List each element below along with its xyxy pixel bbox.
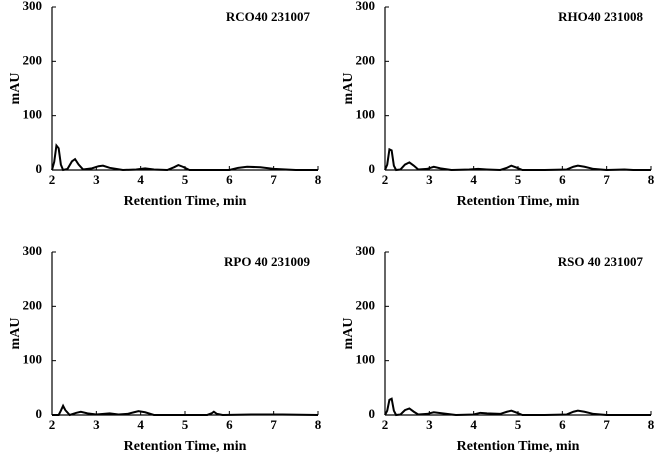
trace	[52, 403, 319, 417]
x-tick-label: 8	[315, 172, 322, 187]
x-tick-label: 4	[470, 172, 477, 187]
x-tick-label: 8	[648, 417, 655, 432]
x-tick-label: 3	[93, 417, 100, 432]
x-tick-label: 7	[270, 417, 277, 432]
x-tick-label: 6	[226, 417, 233, 432]
y-tick-label: 300	[356, 0, 376, 13]
x-tick-label: 2	[49, 417, 56, 432]
x-tick-label: 7	[603, 417, 610, 432]
y-tick-label: 100	[356, 352, 376, 367]
x-tick-label: 8	[648, 172, 655, 187]
x-tick-label: 3	[93, 172, 100, 187]
y-tick-label: 200	[356, 52, 376, 67]
y-tick-label: 0	[36, 161, 43, 176]
x-axis-label: Retention Time, min	[124, 439, 247, 454]
trace	[384, 147, 651, 172]
panel-title: RSO 40 231007	[558, 254, 644, 269]
x-tick-label: 5	[182, 172, 189, 187]
x-tick-label: 4	[137, 172, 144, 187]
x-axis-label: Retention Time, min	[124, 194, 247, 209]
y-tick-label: 0	[369, 161, 376, 176]
y-axis-label: mAU	[8, 73, 23, 105]
x-axis-label: Retention Time, min	[457, 194, 580, 209]
y-tick-label: 0	[369, 406, 376, 421]
trace	[51, 143, 318, 172]
x-tick-label: 3	[426, 172, 433, 187]
x-tick-label: 7	[603, 172, 610, 187]
y-tick-label: 100	[23, 107, 43, 122]
x-tick-label: 5	[515, 172, 522, 187]
x-tick-label: 2	[382, 172, 389, 187]
y-axis-label: mAU	[341, 318, 356, 350]
x-tick-label: 7	[270, 172, 277, 187]
x-tick-label: 2	[49, 172, 56, 187]
y-axis-label: mAU	[8, 318, 23, 350]
panel-title: RCO40 231007	[226, 9, 311, 24]
y-tick-label: 100	[23, 352, 43, 367]
y-tick-label: 300	[23, 243, 43, 258]
y-axis-label: mAU	[341, 73, 356, 105]
y-tick-label: 200	[23, 297, 43, 312]
x-tick-label: 8	[315, 417, 322, 432]
x-tick-label: 6	[226, 172, 233, 187]
panel-title: RHO40 231008	[558, 9, 643, 24]
x-axis-label: Retention Time, min	[457, 439, 580, 454]
x-tick-label: 5	[182, 417, 189, 432]
x-tick-label: 6	[559, 172, 566, 187]
y-tick-label: 300	[23, 0, 43, 13]
trace	[384, 397, 651, 417]
panel-title: RPO 40 231009	[224, 254, 310, 269]
y-tick-label: 300	[356, 243, 376, 258]
x-tick-label: 3	[426, 417, 433, 432]
x-tick-label: 4	[137, 417, 144, 432]
x-tick-label: 4	[470, 417, 477, 432]
x-tick-label: 6	[559, 417, 566, 432]
x-tick-label: 5	[515, 417, 522, 432]
y-tick-label: 200	[23, 52, 43, 67]
y-tick-label: 100	[356, 107, 376, 122]
x-tick-label: 2	[382, 417, 389, 432]
y-tick-label: 200	[356, 297, 376, 312]
y-tick-label: 0	[36, 406, 43, 421]
